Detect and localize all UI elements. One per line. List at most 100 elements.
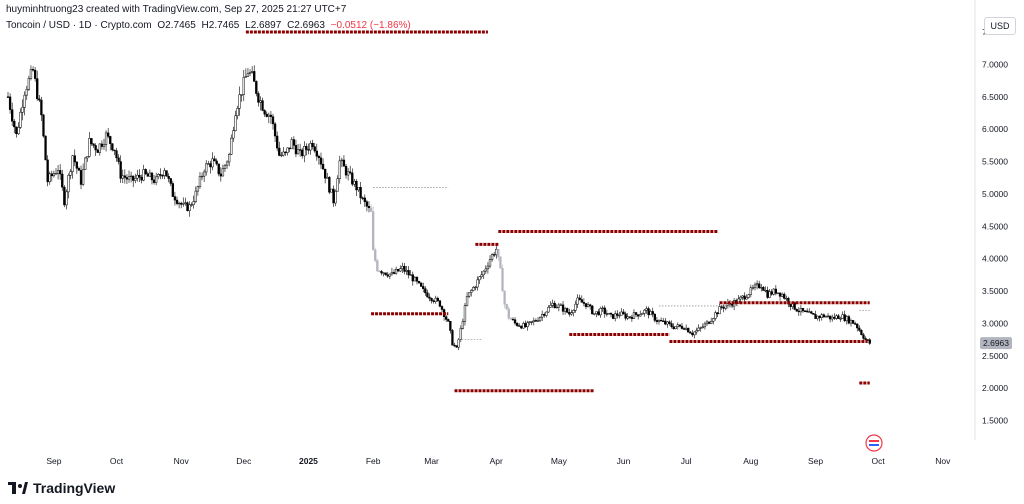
candle (749, 284, 752, 298)
candle (253, 65, 256, 82)
candle (334, 189, 337, 207)
candle (286, 147, 289, 156)
candle (854, 321, 857, 326)
candle (578, 294, 581, 301)
candle (697, 324, 700, 332)
candle (620, 308, 623, 316)
candle (553, 300, 556, 309)
candle (196, 185, 200, 196)
candle (753, 282, 757, 291)
candle (142, 164, 145, 182)
candle (758, 280, 761, 290)
candle (298, 143, 302, 157)
ohlc-high: H2.7465 (201, 20, 240, 31)
levels-layer (245, 30, 870, 393)
candle (33, 67, 37, 82)
candle (351, 168, 354, 187)
ohlc-low: L2.6897 (245, 20, 282, 31)
candle (634, 311, 638, 318)
candle (570, 309, 573, 316)
candle (261, 97, 264, 112)
candle (770, 289, 773, 296)
candle (643, 309, 646, 317)
candle (851, 320, 855, 324)
candle (50, 170, 53, 182)
candle (478, 276, 481, 284)
candle (843, 310, 846, 323)
time-tick-label: Feb (366, 456, 381, 466)
candle (175, 196, 179, 206)
symbol-legend[interactable]: Toncoin / USD · 1D · Crypto.com O2.7465 … (6, 20, 414, 31)
candle (609, 312, 613, 318)
time-axis[interactable]: Sep Oct Nov Dec 2025 Feb Mar Apr May Jun Jul Aug Sep… (46, 456, 951, 466)
candle (856, 323, 859, 332)
candle (707, 321, 711, 325)
time-tick-label: Oct (110, 456, 124, 466)
candle (52, 170, 56, 178)
candle (622, 308, 625, 315)
candle (69, 169, 72, 180)
candle (309, 140, 312, 155)
price-tick-label: 2.0000 (982, 383, 1008, 393)
candle (649, 309, 652, 316)
flag-icon[interactable] (865, 434, 883, 452)
candle (71, 155, 74, 179)
candle (684, 324, 688, 331)
candle (46, 155, 49, 187)
candle (88, 132, 91, 158)
ohlc-open: O2.7465 (157, 20, 196, 31)
candle (148, 169, 152, 177)
brand-name: TradingView (33, 480, 116, 496)
price-tick-label: 7.0000 (982, 59, 1008, 69)
candle (361, 196, 364, 201)
candle (772, 288, 775, 296)
candle (42, 113, 45, 138)
candle (536, 317, 540, 322)
time-tick-label: Aug (743, 456, 758, 466)
candle (198, 172, 202, 189)
candle (528, 321, 531, 326)
candle (388, 273, 391, 280)
candle (816, 315, 819, 321)
candle (495, 244, 498, 259)
candle (799, 305, 803, 316)
candle (868, 338, 871, 345)
candle (29, 65, 33, 81)
price-change: −0.0512 (−1.86%) (330, 20, 411, 31)
candle (534, 318, 538, 322)
time-tick-label: Nov (935, 456, 951, 466)
tradingview-brand[interactable]: TradingView (8, 480, 115, 496)
candle (67, 173, 70, 199)
candle (19, 108, 22, 129)
candle (628, 316, 631, 319)
candle (497, 248, 500, 262)
candle (215, 158, 218, 166)
candle (445, 315, 448, 323)
candle (117, 154, 120, 165)
candle (776, 292, 780, 295)
candle (486, 262, 490, 274)
candle (399, 265, 402, 273)
candle (764, 286, 767, 293)
candle (313, 142, 316, 153)
candle (61, 169, 64, 191)
candle (217, 163, 220, 177)
price-axis[interactable]: 1.5000 2.0000 2.5000 3.0000 3.5000 4.0000 4.50… (982, 27, 1008, 426)
candle (847, 314, 851, 325)
candle (127, 170, 131, 183)
candle (365, 199, 369, 212)
candle (182, 197, 185, 207)
candle (651, 307, 654, 318)
candle (240, 94, 243, 102)
currency-selector[interactable]: USD (984, 17, 1016, 35)
candle (680, 322, 684, 330)
candle (614, 310, 617, 322)
candle (386, 271, 389, 278)
time-tick-label: Apr (490, 456, 503, 466)
candle (401, 262, 404, 274)
candle (113, 149, 116, 156)
candle (163, 167, 166, 180)
candle (38, 94, 41, 103)
candle (192, 195, 195, 209)
